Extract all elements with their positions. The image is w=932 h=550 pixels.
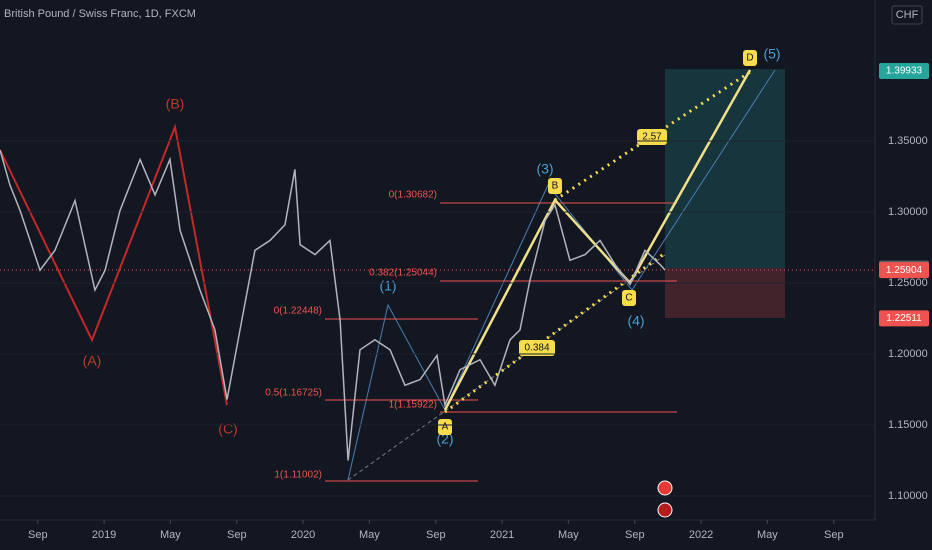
- fib-label: 1(1.11002): [274, 470, 322, 481]
- y-tick-label: 1.15000: [888, 419, 928, 431]
- y-tick-label: 1.10000: [888, 490, 928, 502]
- price-tag: [879, 62, 929, 79]
- event-icon[interactable]: [657, 480, 673, 496]
- abc-zigzag: [0, 123, 228, 406]
- fib-label: 0(1.22448): [274, 306, 322, 317]
- fib-label: 0(1.30682): [389, 190, 437, 201]
- wave-label: (4): [627, 313, 644, 329]
- y-tick-label: 1.30000: [888, 206, 928, 218]
- x-tick-label: 2020: [291, 529, 315, 541]
- point-label: A: [442, 422, 449, 433]
- currency[interactable]: CHF: [896, 9, 919, 21]
- drawings: [0, 69, 875, 518]
- target-zone: [665, 69, 785, 268]
- price-tag-label: 1.25904: [886, 265, 923, 276]
- wave-label: (C): [218, 421, 237, 437]
- stop-zone: [665, 268, 785, 318]
- point-label: C: [625, 293, 632, 304]
- ratio-label: 0.384: [524, 343, 549, 354]
- x-tick-label: Sep: [824, 529, 844, 541]
- wave-label: (A): [83, 353, 102, 369]
- y-tick-label: 1.35000: [888, 135, 928, 147]
- x-tick-label: Sep: [227, 529, 247, 541]
- x-tick-label: May: [558, 529, 579, 541]
- abcd-pattern: [443, 69, 752, 411]
- wave-label: (3): [536, 161, 553, 177]
- price-tag-label: 1.22511: [886, 313, 922, 324]
- fib-label: 0.382(1.25044): [369, 268, 437, 279]
- x-tick-label: Sep: [28, 529, 48, 541]
- wave-line: [347, 69, 776, 481]
- wave-label: (5): [763, 46, 780, 62]
- point-label: B: [552, 181, 559, 192]
- point-label: D: [746, 53, 753, 64]
- x-tick-label: May: [359, 529, 380, 541]
- trend-line: [347, 254, 666, 481]
- fib-label: 1(1.15922): [389, 400, 437, 411]
- x-tick-label: 2019: [92, 529, 116, 541]
- wave-label: (B): [166, 96, 185, 112]
- fib-label: 0.5(1.16725): [265, 388, 322, 399]
- ratio-label: 2.57: [642, 132, 662, 143]
- x-tick-label: Sep: [625, 529, 645, 541]
- x-tick-label: 2022: [689, 529, 713, 541]
- x-tick-label: 2021: [490, 529, 514, 541]
- event-icon[interactable]: [657, 502, 673, 518]
- x-tick-label: May: [757, 529, 778, 541]
- price-tag: [879, 310, 929, 327]
- price-line: [0, 149, 666, 461]
- price-tag: [879, 262, 929, 279]
- x-tick-label: Sep: [426, 529, 446, 541]
- y-tick-label: 1.25000: [888, 277, 928, 289]
- y-tick-label: 1.20000: [888, 348, 928, 360]
- currency-box[interactable]: [891, 5, 923, 25]
- price-tag-label: 1.39933: [886, 66, 923, 77]
- chart-title: British Pound / Swiss Franc, 1D, FXCM: [4, 8, 196, 20]
- wave-label: (1): [379, 278, 396, 294]
- x-tick-label: May: [160, 529, 181, 541]
